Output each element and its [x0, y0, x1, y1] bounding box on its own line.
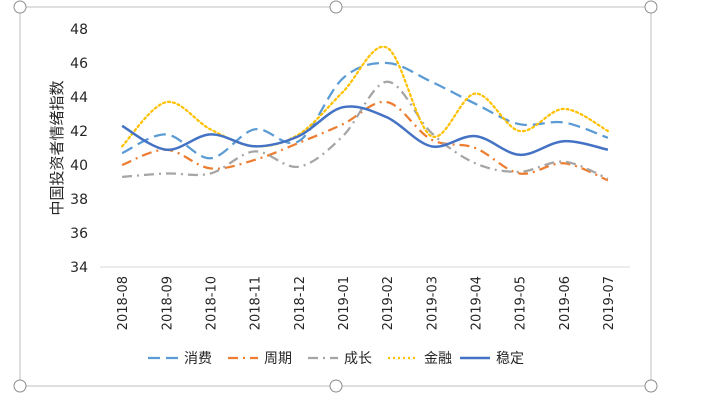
x-tick-label: 2019-03 — [425, 276, 440, 330]
x-tick-label: 2018-12 — [293, 276, 308, 330]
series-lines — [120, 45, 610, 182]
y-axis-title: 中国投资者情绪指数 — [48, 80, 66, 215]
resize-handle-top-left[interactable] — [13, 0, 27, 14]
y-tick-label: 48 — [70, 22, 88, 38]
resize-handle-bottom-left[interactable] — [13, 379, 27, 393]
series-line — [120, 45, 610, 148]
y-tick-label: 44 — [70, 90, 88, 106]
x-tick-label: 2019-01 — [337, 276, 352, 330]
x-tick-label: 2018-08 — [116, 276, 131, 330]
x-tick-label: 2018-11 — [249, 276, 264, 330]
series-line — [121, 105, 609, 157]
resize-handle-top-right[interactable] — [644, 0, 658, 14]
y-tick-label: 36 — [70, 226, 88, 242]
series-line — [121, 61, 609, 160]
legend-label: 稳定 — [496, 351, 524, 367]
resize-handle-top-center[interactable] — [329, 0, 343, 14]
resize-handle-bottom-center[interactable] — [329, 379, 343, 393]
y-axis-ticks: 34 36 38 40 42 44 46 48 — [70, 22, 88, 276]
chart-border — [19, 6, 652, 387]
series-line — [121, 100, 609, 182]
y-tick-label: 42 — [70, 124, 88, 140]
x-tick-label: 2018-09 — [160, 276, 175, 330]
legend-label: 金融 — [424, 351, 452, 367]
x-tick-label: 2018-10 — [204, 276, 219, 330]
legend: 消费 周期 成长 金融 稳定 — [148, 351, 524, 367]
x-tick-label: 2019-05 — [514, 276, 529, 330]
x-tick-label: 2019-02 — [381, 276, 396, 330]
y-tick-label: 38 — [70, 192, 88, 208]
resize-handle-bottom-right[interactable] — [644, 379, 658, 393]
legend-label: 成长 — [344, 351, 372, 367]
legend-label: 周期 — [264, 351, 292, 367]
legend-label: 消费 — [184, 351, 212, 367]
y-tick-label: 40 — [70, 158, 88, 174]
x-tick-label: 2019-06 — [558, 276, 573, 330]
x-tick-label: 2019-07 — [602, 276, 617, 330]
y-tick-label: 34 — [70, 260, 88, 276]
y-tick-label: 46 — [70, 56, 88, 72]
selection-handles[interactable] — [13, 0, 658, 393]
x-tick-label: 2019-04 — [469, 276, 484, 330]
x-axis-ticks: 2018-08 2018-09 2018-10 2018-11 2018-12 2019-… — [116, 276, 617, 330]
